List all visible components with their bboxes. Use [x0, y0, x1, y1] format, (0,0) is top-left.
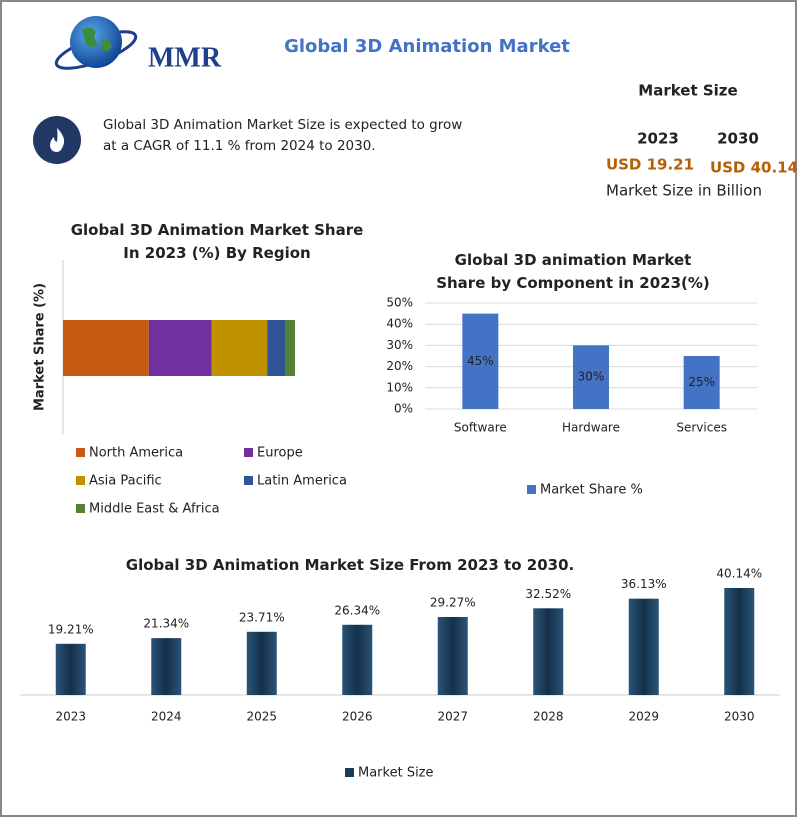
value-label: 32.52%: [525, 587, 571, 601]
y-tick-label: 30%: [386, 338, 413, 352]
value-label: 26.34%: [334, 603, 380, 617]
bar: [437, 616, 468, 695]
x-tick-label: 2025: [246, 710, 277, 724]
legend-label: Europe: [257, 446, 303, 461]
bar-segment: [285, 320, 295, 376]
bar: [573, 345, 609, 409]
value-label: 36.13%: [621, 577, 667, 591]
bar: [533, 608, 564, 695]
description: Global 3D Animation Market Size is expec…: [103, 117, 463, 154]
chart-title: Global 3D Animation Market Share In 2023…: [70, 221, 364, 262]
bar: [683, 356, 720, 409]
legend-label: Market Share %: [540, 483, 643, 498]
y-tick-label: 50%: [386, 296, 413, 310]
legend-swatch: [76, 476, 85, 485]
bar: [462, 313, 499, 409]
y-axis-label: Market Share (%): [33, 283, 48, 411]
value-label: 45%: [467, 354, 494, 368]
bar-segment: [148, 320, 212, 376]
x-tick-label: 2028: [533, 710, 564, 724]
x-tick-label: 2027: [437, 710, 468, 724]
bar: [724, 588, 755, 695]
legend-label: Latin America: [257, 474, 347, 489]
x-tick-label: Services: [676, 421, 727, 435]
bar-segment: [211, 320, 268, 376]
legend-swatch: [76, 504, 85, 513]
bar-segment: [63, 320, 149, 376]
legend-label: Market Size: [358, 766, 434, 781]
bar: [246, 631, 277, 695]
logo-text: MMR: [148, 42, 222, 73]
legend-swatch: [345, 768, 354, 777]
value-label: 21.34%: [143, 617, 189, 631]
bar: [342, 624, 373, 695]
x-tick-label: 2029: [628, 710, 659, 724]
value-label: 25%: [688, 375, 715, 389]
legend-label: North America: [89, 446, 183, 461]
year: 2030: [717, 130, 759, 148]
legend-swatch: [76, 448, 85, 457]
chart-title: Global 3D animation Market Share by Comp…: [436, 251, 710, 292]
logo: [54, 16, 138, 70]
value-label: 40.14%: [716, 567, 762, 581]
bar-segment: [267, 320, 286, 376]
x-tick-label: 2030: [724, 710, 755, 724]
value-label: 23.71%: [239, 610, 285, 624]
market-value: USD 40.14: [710, 159, 797, 177]
x-tick-label: 2023: [55, 710, 86, 724]
market-size-heading: Market Size: [638, 82, 737, 100]
legend-swatch: [527, 485, 536, 494]
x-tick-label: Hardware: [562, 421, 620, 435]
bar: [55, 643, 86, 695]
page-title: Global 3D Animation Market: [284, 36, 570, 57]
info-icon: [33, 116, 81, 164]
legend-label: Asia Pacific: [89, 474, 162, 489]
bar: [151, 638, 182, 695]
bar: [628, 598, 659, 695]
year: 2023: [637, 130, 679, 148]
legend-swatch: [244, 448, 253, 457]
legend-label: Middle East & Africa: [89, 502, 220, 517]
x-tick-label: 2026: [342, 710, 373, 724]
value-label: 29.27%: [430, 595, 476, 609]
y-tick-label: 20%: [386, 359, 413, 373]
unit-note: Market Size in Billion: [606, 182, 762, 200]
y-tick-label: 10%: [386, 380, 413, 394]
y-tick-label: 40%: [386, 317, 413, 331]
x-tick-label: 2024: [151, 710, 182, 724]
value-label: 30%: [578, 370, 605, 384]
market-value: USD 19.21: [606, 156, 694, 174]
value-label: 19.21%: [48, 622, 94, 636]
y-tick-label: 0%: [394, 402, 413, 416]
x-tick-label: Software: [454, 421, 507, 435]
chart-title: Global 3D Animation Market Size From 202…: [125, 556, 575, 574]
legend-swatch: [244, 476, 253, 485]
